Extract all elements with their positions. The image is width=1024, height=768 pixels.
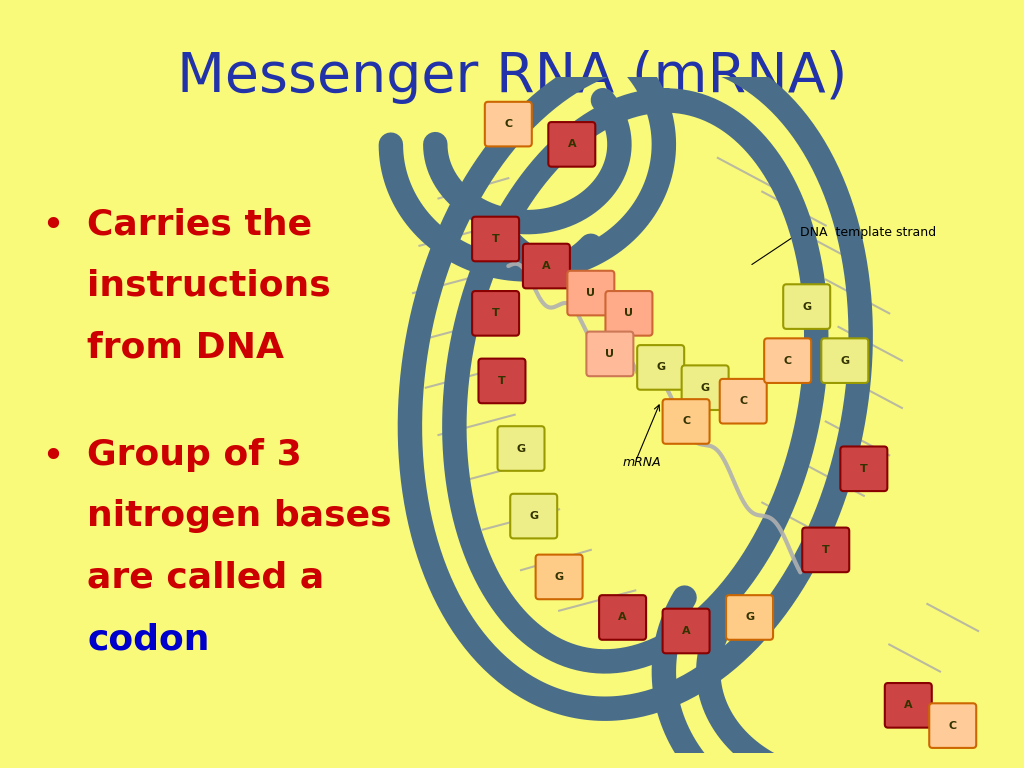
FancyBboxPatch shape bbox=[472, 217, 519, 261]
FancyBboxPatch shape bbox=[841, 446, 888, 491]
Text: G: G bbox=[529, 511, 539, 521]
Text: •: • bbox=[41, 438, 63, 475]
FancyBboxPatch shape bbox=[929, 703, 976, 748]
Text: G: G bbox=[745, 612, 754, 623]
Text: Carries the: Carries the bbox=[87, 207, 312, 241]
Text: T: T bbox=[822, 545, 829, 555]
FancyBboxPatch shape bbox=[720, 379, 767, 423]
FancyBboxPatch shape bbox=[726, 595, 773, 640]
Text: A: A bbox=[904, 700, 912, 710]
Text: A: A bbox=[682, 626, 690, 636]
FancyBboxPatch shape bbox=[599, 595, 646, 640]
FancyBboxPatch shape bbox=[663, 609, 710, 654]
FancyBboxPatch shape bbox=[472, 291, 519, 336]
FancyBboxPatch shape bbox=[523, 243, 570, 288]
Text: U: U bbox=[605, 349, 614, 359]
Text: G: G bbox=[516, 443, 525, 454]
Text: C: C bbox=[504, 119, 512, 129]
Text: C: C bbox=[682, 416, 690, 426]
Text: •: • bbox=[41, 207, 63, 245]
Text: T: T bbox=[498, 376, 506, 386]
Text: T: T bbox=[860, 464, 867, 474]
FancyBboxPatch shape bbox=[498, 426, 545, 471]
Text: codon: codon bbox=[87, 622, 210, 656]
FancyBboxPatch shape bbox=[885, 683, 932, 727]
FancyBboxPatch shape bbox=[567, 271, 614, 316]
Text: mRNA: mRNA bbox=[623, 455, 662, 468]
FancyBboxPatch shape bbox=[536, 554, 583, 599]
Text: G: G bbox=[656, 362, 666, 372]
FancyBboxPatch shape bbox=[637, 345, 684, 389]
Text: DNA  template strand: DNA template strand bbox=[801, 226, 937, 239]
FancyBboxPatch shape bbox=[663, 399, 710, 444]
Text: nitrogen bases: nitrogen bases bbox=[87, 499, 391, 533]
FancyBboxPatch shape bbox=[587, 332, 634, 376]
Text: Messenger RNA (mRNA): Messenger RNA (mRNA) bbox=[177, 50, 847, 104]
FancyBboxPatch shape bbox=[478, 359, 525, 403]
FancyBboxPatch shape bbox=[783, 284, 830, 329]
Text: A: A bbox=[567, 139, 577, 150]
Text: G: G bbox=[555, 572, 563, 582]
FancyBboxPatch shape bbox=[605, 291, 652, 336]
Text: U: U bbox=[625, 308, 634, 319]
Text: A: A bbox=[542, 261, 551, 271]
Text: G: G bbox=[700, 382, 710, 392]
FancyBboxPatch shape bbox=[548, 122, 595, 167]
Text: G: G bbox=[802, 302, 811, 312]
FancyBboxPatch shape bbox=[821, 339, 868, 383]
Text: C: C bbox=[739, 396, 748, 406]
Text: A: A bbox=[618, 612, 627, 623]
Text: C: C bbox=[783, 356, 792, 366]
FancyBboxPatch shape bbox=[682, 366, 729, 410]
Text: U: U bbox=[587, 288, 595, 298]
Text: from DNA: from DNA bbox=[87, 330, 284, 364]
Text: are called a: are called a bbox=[87, 561, 325, 594]
Text: G: G bbox=[841, 356, 849, 366]
FancyBboxPatch shape bbox=[764, 339, 811, 383]
Text: Group of 3: Group of 3 bbox=[87, 438, 302, 472]
FancyBboxPatch shape bbox=[510, 494, 557, 538]
Text: C: C bbox=[948, 720, 956, 730]
FancyBboxPatch shape bbox=[484, 102, 531, 147]
Text: T: T bbox=[492, 308, 500, 319]
FancyBboxPatch shape bbox=[802, 528, 849, 572]
Text: T: T bbox=[492, 234, 500, 244]
Text: instructions: instructions bbox=[87, 269, 331, 303]
